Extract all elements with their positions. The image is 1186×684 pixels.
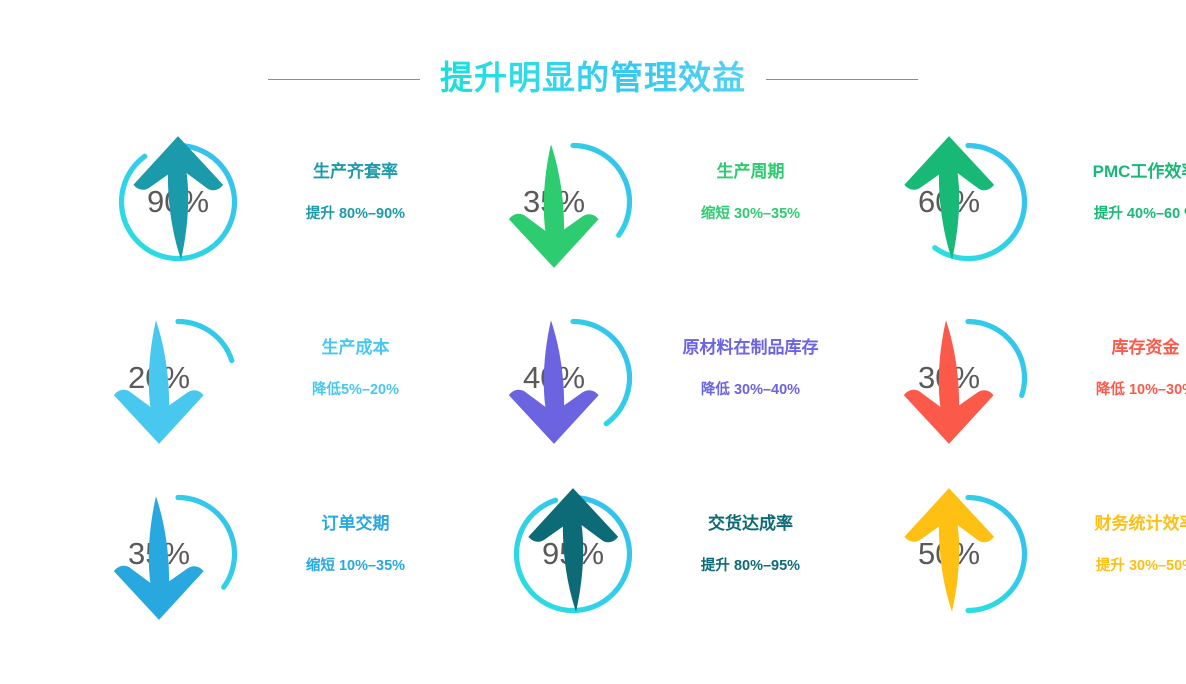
progress-ring: 60% — [892, 126, 1044, 278]
metric-card[interactable]: 50%财务统计效率提升 30%–50% — [852, 478, 1186, 654]
progress-ring: 90% — [102, 126, 254, 278]
metric-card[interactable]: 60%PMC工作效率提升 40%–60 % — [852, 126, 1186, 302]
progress-ring: 20% — [102, 302, 254, 454]
metric-labels: 订单交期缩短 10%–35% — [254, 514, 457, 576]
metric-delta: 缩短 10%–35% — [305, 558, 406, 575]
metric-labels: 库存资金降低 10%–30% — [1044, 338, 1186, 400]
metric-name: 库存资金 — [1111, 338, 1180, 357]
metric-labels: 生产齐套率提升 80%–90% — [254, 162, 457, 224]
metric-delta: 提升 80%–90% — [305, 206, 406, 223]
metric-name: 生产成本 — [321, 338, 390, 357]
progress-ring: 50% — [892, 478, 1044, 630]
metric-name: 财务统计效率 — [1094, 514, 1186, 533]
metric-name: 订单交期 — [321, 514, 390, 533]
metric-delta: 提升 80%–95% — [700, 558, 801, 575]
header-rule-left — [268, 78, 420, 80]
metric-labels: PMC工作效率提升 40%–60 % — [1044, 162, 1186, 224]
metric-labels: 原材料在制品库存 降低 30%–40% — [649, 338, 852, 400]
metric-delta: 降低 30%–40% — [700, 382, 801, 399]
metric-card[interactable]: 30% 库存资金 降低 10%–30% — [852, 302, 1186, 478]
metric-name: 交货达成率 — [708, 514, 793, 533]
metric-labels: 生产成本降低5%–20% — [254, 338, 457, 400]
metric-name: 原材料在制品库存 — [682, 338, 819, 357]
metric-labels: 生产周期缩短 30%–35% — [649, 162, 852, 224]
progress-ring: 35% — [102, 478, 254, 630]
page-title: 提升明显的管理效益 — [438, 57, 748, 102]
metric-delta: 降低 10%–30% — [1095, 382, 1186, 399]
metric-name: PMC工作效率 — [1092, 162, 1186, 181]
progress-ring: 40% — [497, 302, 649, 454]
metric-name: 生产齐套率 — [313, 162, 398, 181]
metric-delta: 缩短 30%–35% — [700, 206, 801, 223]
metric-delta: 提升 30%–50% — [1095, 558, 1186, 575]
metric-name: 生产周期 — [716, 162, 785, 181]
progress-ring: 30% — [892, 302, 1044, 454]
progress-ring: 35% — [497, 126, 649, 278]
page-header: 提升明显的管理效益 — [0, 52, 1186, 106]
metric-delta: 提升 40%–60 % — [1093, 206, 1186, 223]
metric-labels: 交货达成率提升 80%–95% — [649, 514, 852, 576]
metric-card[interactable]: 95% 交货达成率 提升 80%–95% — [457, 478, 852, 654]
metric-card[interactable]: 35% 生产周期 缩短 30%–35% — [457, 126, 852, 302]
metric-card[interactable]: 90% 生产齐套率 提升 80%–90% — [62, 126, 457, 302]
metric-delta: 降低5%–20% — [311, 382, 400, 399]
metric-card[interactable]: 40% 原材料在制品库存 降低 30%–40% — [457, 302, 852, 478]
metric-card[interactable]: 35% 订单交期 缩短 10%–35% — [62, 478, 457, 654]
header-rule-right — [766, 78, 918, 80]
progress-ring: 95% — [497, 478, 649, 630]
metric-labels: 财务统计效率提升 30%–50% — [1044, 514, 1186, 576]
metric-card[interactable]: 20% 生产成本 降低5%–20% — [62, 302, 457, 478]
metrics-grid: 90% 生产齐套率 提升 80%–90% 35% 生产周期 缩短 30%–35% 60% PM… — [0, 126, 1186, 654]
